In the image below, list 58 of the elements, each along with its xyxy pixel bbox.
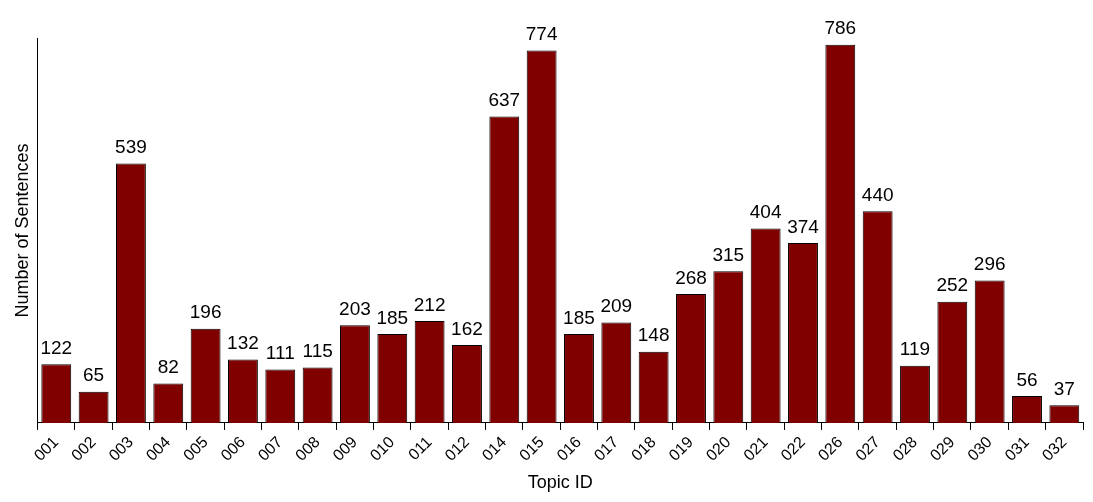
data-label: 185 — [376, 306, 409, 328]
data-label: 65 — [83, 364, 105, 386]
x-tick-label: 010 — [366, 432, 398, 464]
x-tick-label: 009 — [329, 432, 361, 464]
x-tick-label: 007 — [254, 432, 286, 464]
data-label: 774 — [525, 23, 558, 45]
x-tick-label: 016 — [553, 432, 585, 464]
x-tick-label: 028 — [889, 432, 921, 464]
data-label: 82 — [157, 356, 179, 378]
x-tick-label: 020 — [702, 432, 734, 464]
x-tick-label: 014 — [478, 432, 510, 464]
x-axis-title: Topic ID — [527, 472, 593, 493]
data-label: 122 — [40, 336, 73, 358]
data-label: 119 — [899, 338, 931, 360]
data-label: 539 — [115, 136, 147, 158]
x-tick-label: 004 — [142, 432, 174, 464]
data-label: 132 — [227, 332, 259, 354]
data-label: 374 — [787, 215, 820, 237]
data-label: 252 — [936, 274, 969, 296]
data-label: 115 — [302, 340, 333, 362]
x-tick-label: 003 — [105, 432, 137, 464]
x-tick-label: 021 — [739, 432, 771, 464]
data-label: 37 — [1053, 377, 1075, 399]
x-tick-label: 015 — [515, 432, 547, 464]
y-axis-title: Number of Sentences — [11, 143, 32, 318]
x-tick-label: 006 — [217, 432, 249, 464]
x-tick-label: 002 — [67, 432, 99, 464]
data-label: 315 — [712, 244, 745, 266]
x-tick-label: 031 — [1001, 432, 1033, 464]
data-label: 162 — [451, 317, 483, 339]
x-tick-label: 032 — [1038, 432, 1070, 464]
data-label: 185 — [563, 306, 595, 328]
x-tick-label: 012 — [441, 432, 473, 464]
data-label: 111 — [265, 342, 295, 364]
x-tick-label: 005 — [179, 432, 211, 464]
x-tick-label: 022 — [777, 432, 809, 464]
data-label: 268 — [675, 266, 707, 288]
data-label: 786 — [824, 17, 857, 39]
data-label: 196 — [189, 301, 222, 323]
x-tick-label: 019 — [665, 432, 697, 464]
data-label: 404 — [749, 201, 782, 223]
x-tick-label: 001 — [30, 432, 62, 464]
x-tick-label: 017 — [590, 432, 622, 464]
x-tick-label: 027 — [851, 432, 883, 464]
data-label: 296 — [973, 253, 1006, 275]
x-tick-label: 030 — [963, 432, 995, 464]
x-tick-label: 026 — [814, 432, 846, 464]
data-label: 212 — [413, 293, 446, 315]
data-label: 56 — [1016, 368, 1038, 390]
x-tick-label: 008 — [291, 432, 323, 464]
data-label: 440 — [861, 183, 894, 205]
x-tick-label: 011 — [404, 432, 435, 464]
data-label: 637 — [488, 89, 521, 111]
data-label: 148 — [637, 324, 670, 346]
data-label: 209 — [600, 295, 633, 317]
data-label: 203 — [339, 298, 371, 319]
x-tick-label: 029 — [926, 432, 958, 464]
x-tick-label: 018 — [627, 432, 659, 464]
